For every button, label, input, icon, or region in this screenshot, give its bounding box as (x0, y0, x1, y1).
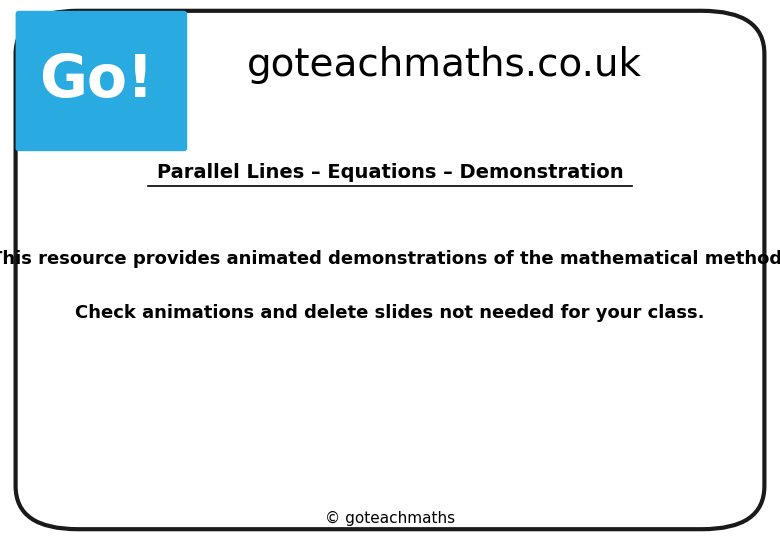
Text: goteachmaths.co.uk: goteachmaths.co.uk (247, 46, 642, 84)
Text: © goteachmaths: © goteachmaths (325, 511, 455, 526)
FancyBboxPatch shape (16, 11, 187, 151)
Text: Check animations and delete slides not needed for your class.: Check animations and delete slides not n… (75, 304, 705, 322)
Text: This resource provides animated demonstrations of the mathematical method.: This resource provides animated demonstr… (0, 250, 780, 268)
Text: Parallel Lines – Equations – Demonstration: Parallel Lines – Equations – Demonstrati… (157, 163, 623, 183)
FancyBboxPatch shape (16, 11, 764, 529)
Text: Go!: Go! (39, 52, 154, 110)
